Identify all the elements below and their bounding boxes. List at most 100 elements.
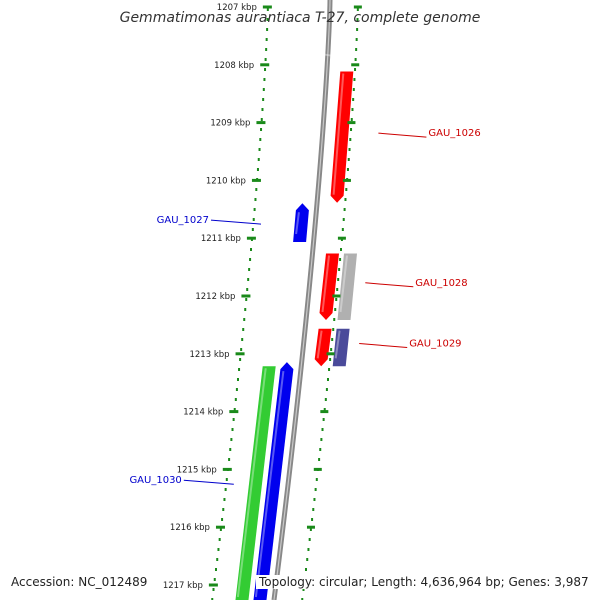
track-dot — [325, 388, 328, 391]
track-dot — [221, 518, 224, 521]
gene-shade — [0, 0, 344, 59]
track-dot — [251, 228, 254, 231]
track-dot — [336, 288, 339, 291]
inner-tick-mark — [351, 63, 360, 67]
track-dot — [262, 88, 265, 91]
gene-g-red-1212[interactable] — [319, 253, 340, 321]
gene-label-GAU_1027[interactable]: GAU_1027 — [157, 215, 209, 226]
track-dot — [228, 458, 231, 461]
tick-label: 1211 kbp — [201, 234, 241, 244]
track-dot — [302, 588, 305, 591]
gene-label-GAU_1029[interactable]: GAU_1029 — [409, 339, 461, 350]
tick-mark — [262, 5, 272, 9]
track-dot — [335, 298, 338, 301]
tick-label: 1214 kbp — [183, 408, 223, 418]
gene-label-GAU_1030[interactable]: GAU_1030 — [129, 475, 181, 486]
tick-mark — [215, 525, 225, 529]
track-dot — [253, 208, 256, 211]
gene-GAU_1029[interactable] — [332, 328, 350, 367]
map-title: Gemmatimonas aurantiaca T-27, complete g… — [119, 10, 481, 26]
track-dot — [324, 398, 327, 401]
track-dot — [328, 368, 331, 371]
genome-summary-text: Topology: circular; Length: 4,636,964 bp… — [256, 575, 592, 589]
track-dot — [266, 28, 269, 31]
track-dot — [354, 58, 357, 61]
track-dot — [331, 338, 334, 341]
tick-label: 1216 kbp — [170, 523, 210, 533]
track-dot — [233, 408, 236, 411]
label-leader — [359, 343, 408, 348]
gene-shade — [236, 368, 267, 598]
gene-g-blue-long[interactable] — [253, 362, 294, 600]
label-leader — [183, 479, 234, 485]
track-dot — [244, 308, 247, 311]
track-dot — [304, 568, 307, 571]
track-dot — [339, 258, 342, 261]
track-dot — [229, 448, 232, 451]
track-dot — [311, 518, 314, 521]
track-dot — [354, 68, 357, 71]
track-dot — [346, 168, 349, 171]
track-dot — [353, 78, 356, 81]
inner-tick-mark — [313, 467, 322, 471]
tick-label: 1217 kbp — [163, 581, 203, 591]
tick-mark — [208, 583, 218, 587]
track-dot — [314, 488, 317, 491]
track-dot — [218, 538, 221, 541]
outer-dotted-track — [211, 8, 269, 600]
gene-GAU_1030[interactable] — [235, 366, 276, 600]
track-dot — [255, 188, 258, 191]
track-dot — [265, 48, 268, 51]
track-dot — [355, 48, 358, 51]
gene-label-GAU_1028[interactable]: GAU_1028 — [415, 278, 467, 289]
track-dot — [238, 368, 241, 371]
track-dot — [343, 208, 346, 211]
track-dot — [223, 498, 226, 501]
track-dot — [322, 418, 325, 421]
track-dot — [264, 58, 267, 61]
track-dot — [326, 378, 329, 381]
tick-label: 1208 kbp — [214, 61, 254, 71]
track-dot — [338, 268, 341, 271]
gene-g-red-1213[interactable] — [314, 328, 332, 367]
track-dot — [261, 108, 264, 111]
track-dot — [214, 568, 217, 571]
gene-GAU_1027[interactable] — [293, 203, 309, 242]
track-dot — [313, 498, 316, 501]
tick-mark — [241, 294, 251, 298]
track-dot — [230, 438, 233, 441]
tick-mark — [246, 236, 256, 240]
track-dot — [321, 428, 324, 431]
gene-label-GAU_1026[interactable]: GAU_1026 — [428, 128, 480, 139]
tick-mark — [256, 121, 266, 125]
track-dot — [312, 508, 315, 511]
accession-text: Accession: NC_012489 — [9, 575, 150, 589]
label-leader — [210, 219, 262, 225]
track-dot — [356, 28, 359, 31]
track-dot — [224, 488, 227, 491]
track-dot — [263, 78, 266, 81]
gene-GAU_1026[interactable] — [330, 71, 354, 203]
track-dot — [254, 198, 257, 201]
track-dot — [330, 348, 333, 351]
gene-shade — [321, 255, 330, 313]
inner-tick-mark — [353, 5, 362, 9]
track-dot — [246, 288, 249, 291]
tick-mark — [235, 352, 245, 356]
track-dot — [308, 538, 311, 541]
track-dot — [250, 248, 253, 251]
track-dot — [334, 308, 337, 311]
label-leader — [378, 132, 427, 138]
track-dot — [258, 148, 261, 151]
track-dot — [318, 458, 321, 461]
track-dot — [315, 478, 318, 481]
inner-tick-mark — [347, 121, 356, 125]
tick-mark — [229, 410, 239, 414]
gene-GAU_1028[interactable] — [337, 253, 358, 321]
track-dot — [348, 148, 351, 151]
track-dot — [356, 8, 359, 11]
inner-tick-mark — [320, 410, 329, 414]
track-dot — [350, 118, 353, 121]
track-dot — [345, 188, 348, 191]
